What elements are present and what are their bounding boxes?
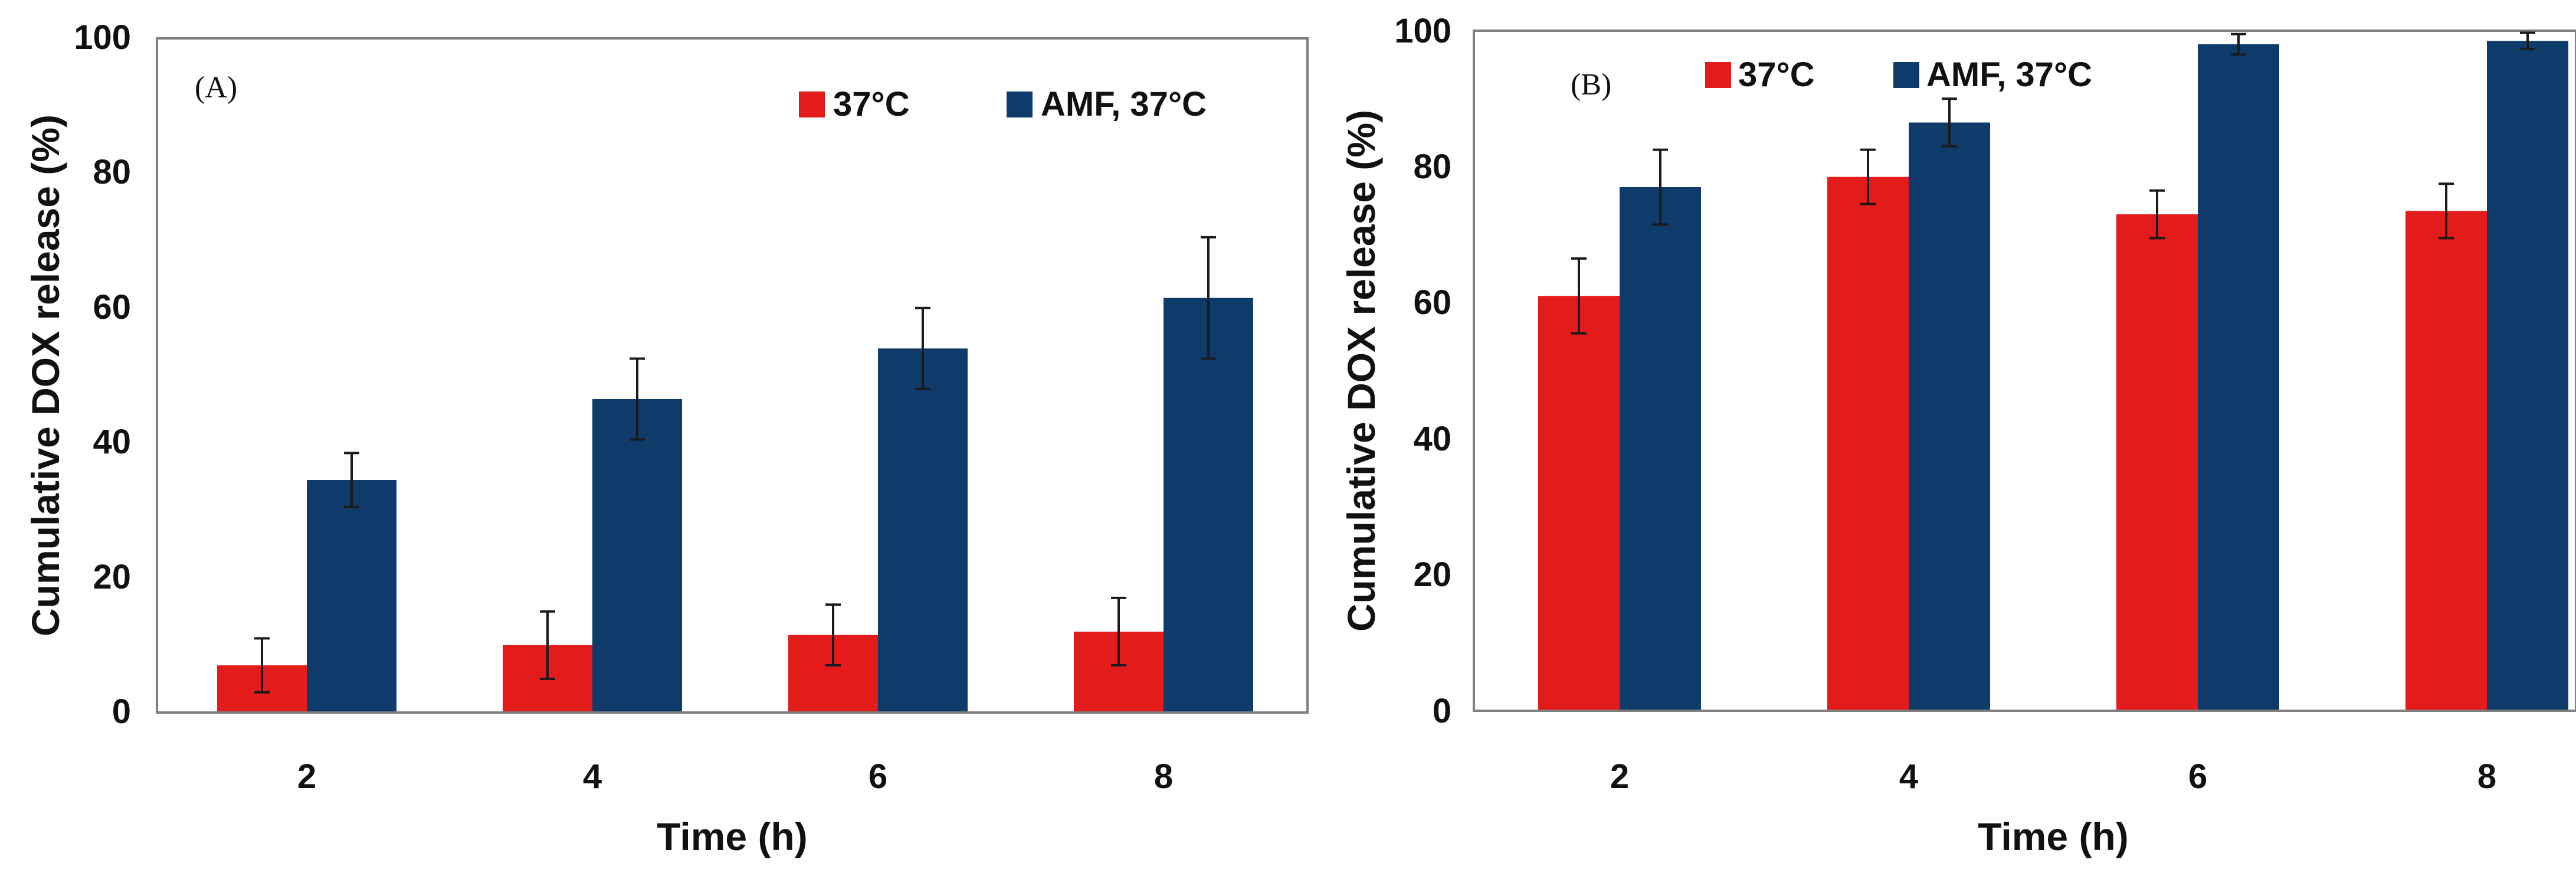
- panel-b-bar-37c-4h: [1827, 177, 1909, 711]
- panel-b-error-bar-37c-2h: [1571, 257, 1587, 335]
- panel-a-legend-label-amf: AMF, 37°C: [1041, 85, 1207, 123]
- chart-panel-a: (A) 37°C AMF, 37°C 0 20 40 60 80 100 2 4…: [24, 18, 1309, 858]
- panel-a-ytick: 20: [93, 558, 131, 596]
- panel-a-bars: [217, 236, 1253, 713]
- panel-b-ytick: 60: [1413, 283, 1451, 322]
- panel-b-xtick: 4: [1899, 757, 1918, 796]
- panel-b-bar-amf-2h: [1620, 187, 1701, 711]
- panel-a-legend-label-37c: 37°C: [833, 85, 910, 123]
- panel-a-legend: 37°C AMF, 37°C: [799, 85, 1207, 123]
- panel-b-bar-amf-8h: [2487, 41, 2568, 711]
- panel-b-legend-swatch-amf: [1893, 62, 1919, 88]
- panel-b-ytick: 80: [1413, 148, 1451, 186]
- panel-a-bar-amf-2h: [307, 480, 396, 713]
- panel-b-error-bar-amf-8h: [2520, 31, 2535, 51]
- panel-a-bar-amf-6h: [878, 348, 968, 713]
- panel-a-label: (A): [195, 71, 237, 104]
- panel-a-xtick: 6: [869, 757, 887, 796]
- panel-b-xtick: 6: [2188, 757, 2207, 796]
- panel-a-error-bar-37c-6h: [825, 603, 841, 667]
- panel-b-error-bar-amf-4h: [1942, 97, 1957, 148]
- panel-b-error-bar-amf-2h: [1653, 148, 1668, 226]
- panel-a-ytick: 100: [74, 18, 131, 57]
- panel-a-y-axis-title: Cumulative DOX release (%): [24, 115, 67, 636]
- panel-b-y-ticks: 0 20 40 60 80 100: [1394, 12, 1451, 730]
- panel-a-error-bar-37c-8h: [1111, 596, 1126, 667]
- panel-a-error-bar-amf-6h: [915, 306, 930, 390]
- panel-a-xtick: 8: [1154, 757, 1173, 796]
- chart-panel-b: (B) 37°C AMF, 37°C 0 20 40 60 80 100 2 4…: [1339, 12, 2576, 858]
- panel-a-error-bar-amf-4h: [630, 357, 645, 441]
- panel-b-bar-37c-2h: [1538, 296, 1620, 711]
- panel-a-ytick: 80: [93, 153, 131, 191]
- panel-a-error-bar-37c-4h: [540, 610, 555, 680]
- panel-b-error-bar-37c-8h: [2439, 182, 2454, 240]
- panel-b-ytick: 0: [1433, 692, 1451, 730]
- panel-b-bars: [1538, 31, 2568, 711]
- panel-a-legend-swatch-amf: [1007, 92, 1033, 117]
- panel-a-error-bar-37c-2h: [254, 637, 270, 694]
- panel-a-x-ticks: 2 4 6 8: [297, 757, 1173, 796]
- panel-b-error-bar-amf-6h: [2231, 32, 2246, 56]
- panel-a-y-ticks: 0 20 40 60 80 100: [74, 18, 131, 731]
- panel-b-xtick: 2: [1610, 757, 1629, 796]
- panel-b-bar-37c-8h: [2405, 211, 2487, 711]
- panel-b-legend: 37°C AMF, 37°C: [1705, 55, 2092, 94]
- panel-b-legend-swatch-37c: [1705, 62, 1731, 88]
- panel-a-error-bar-amf-2h: [344, 452, 359, 508]
- panel-a-xtick: 2: [297, 757, 316, 796]
- panel-a-ytick: 0: [112, 692, 131, 731]
- panel-b-error-bar-37c-4h: [1860, 148, 1876, 205]
- panel-b-legend-label-37c: 37°C: [1738, 55, 1815, 94]
- panel-b-ytick: 20: [1413, 555, 1451, 594]
- panel-a-error-bar-amf-8h: [1201, 236, 1216, 360]
- panel-b-ytick: 40: [1413, 420, 1451, 458]
- panel-b-xtick: 8: [2477, 757, 2496, 796]
- panel-b-y-axis-title: Cumulative DOX release (%): [1339, 110, 1383, 632]
- panel-b-bar-37c-6h: [2116, 214, 2198, 711]
- panel-b-x-axis-title: Time (h): [1978, 815, 2128, 858]
- panel-a-ytick: 60: [93, 288, 131, 326]
- panel-b-legend-label-amf: AMF, 37°C: [1926, 55, 2092, 94]
- panel-b-x-ticks: 2 4 6 8: [1610, 757, 2496, 796]
- panel-a-ytick: 40: [93, 423, 131, 461]
- panel-a-bar-amf-4h: [592, 398, 682, 713]
- panel-a-xtick: 4: [583, 757, 602, 796]
- panel-b-bar-amf-4h: [1909, 122, 1990, 711]
- panel-b-ytick: 100: [1394, 12, 1451, 50]
- panel-a-legend-swatch-37c: [799, 92, 825, 117]
- panel-b-error-bar-37c-6h: [2149, 189, 2165, 240]
- panel-b-label: (B): [1571, 68, 1611, 102]
- panel-b-bar-amf-6h: [2198, 44, 2279, 711]
- panel-a-bar-amf-8h: [1164, 298, 1253, 713]
- panel-a-x-axis-title: Time (h): [657, 815, 807, 858]
